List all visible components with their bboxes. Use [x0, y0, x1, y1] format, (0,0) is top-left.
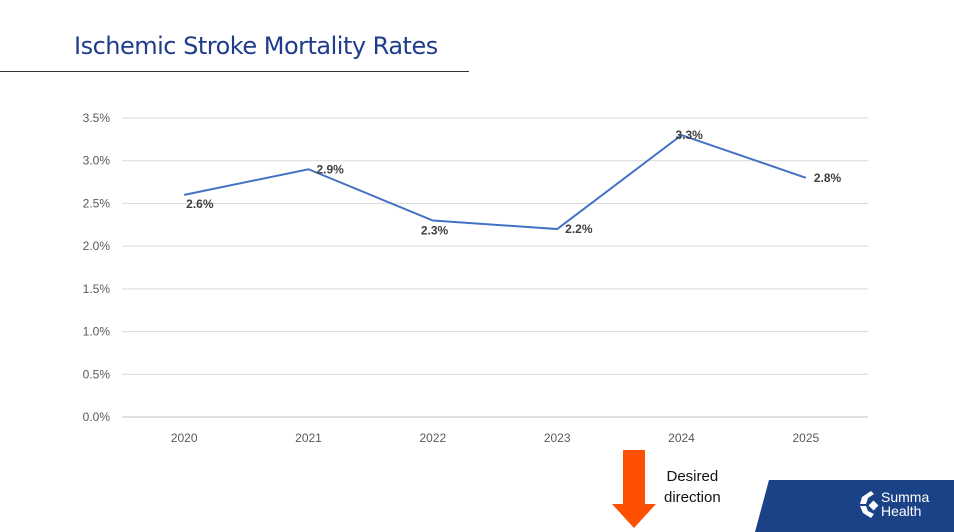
desired-line2: direction [664, 489, 721, 506]
down-arrow-icon [612, 450, 656, 528]
data-label: 2.9% [317, 162, 345, 176]
title-divider [0, 71, 469, 72]
y-tick-label: 1.0% [83, 325, 111, 339]
x-tick-label: 2025 [792, 431, 819, 445]
y-tick-label: 0.5% [83, 367, 111, 381]
y-tick-label: 0.0% [83, 410, 111, 424]
data-label: 2.8% [814, 171, 842, 185]
x-tick-label: 2022 [419, 431, 446, 445]
y-tick-label: 2.5% [83, 196, 111, 210]
y-tick-label: 1.5% [83, 282, 111, 296]
line-chart: 0.0% 0.5% 1.0% 1.5% 2.0% 2.5% 3.0% 3.5% 2020 2021… [83, 111, 868, 445]
summa-health-logo: Summa Health [857, 489, 929, 519]
footer-band [755, 480, 954, 532]
data-label: 3.3% [676, 128, 704, 142]
logo-line1: Summa [881, 489, 930, 505]
desired-direction-label: Desired direction [664, 466, 721, 508]
page-title: Ischemic Stroke Mortality Rates [74, 32, 438, 60]
x-tick-label: 2021 [295, 431, 322, 445]
series-line [183, 133, 807, 231]
data-label: 2.2% [565, 222, 593, 236]
y-tick-label: 3.0% [83, 154, 111, 168]
x-tick-label: 2020 [171, 431, 198, 445]
x-tick-label: 2023 [544, 431, 571, 445]
y-tick-label: 3.5% [83, 111, 111, 125]
x-tick-label: 2024 [668, 431, 695, 445]
logo-line2: Health [881, 503, 922, 519]
summa-logo-icon [860, 491, 879, 518]
data-label: 2.3% [421, 224, 449, 238]
y-tick-label: 2.0% [83, 239, 111, 253]
desired-line1: Desired [666, 468, 719, 485]
data-label: 2.6% [186, 197, 214, 211]
